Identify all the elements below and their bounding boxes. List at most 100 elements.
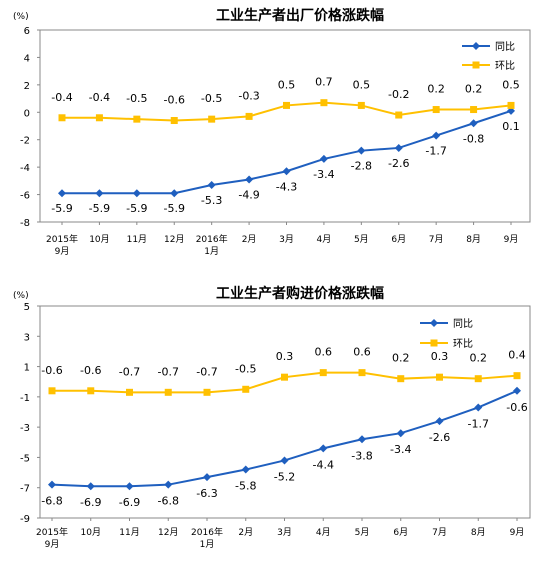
data-label: -0.3 <box>238 89 259 102</box>
y-tick-label: -8 <box>20 218 30 229</box>
data-point <box>319 154 328 163</box>
data-label: -0.7 <box>119 365 140 378</box>
data-label: -5.9 <box>126 202 147 215</box>
series-环比: -0.6 -0.6 -0.7 -0.7 -0.7 -0.5 0.3 0.6 0.6 0.2 0.3 0… <box>41 346 526 396</box>
y-tick-label: 0 <box>24 108 30 119</box>
x-tick-label: 2月 <box>238 527 253 538</box>
y-tick-label: -9 <box>20 514 30 525</box>
data-label: -0.7 <box>158 365 179 378</box>
x-tick-label: 1月 <box>204 246 219 257</box>
data-label: 0.5 <box>502 78 520 91</box>
data-point <box>470 106 478 114</box>
data-point <box>208 115 216 123</box>
y-tick-label: -1 <box>20 393 30 404</box>
data-point <box>358 369 366 377</box>
data-point <box>357 101 365 109</box>
data-point <box>507 101 515 109</box>
data-point <box>281 373 288 381</box>
data-point <box>474 375 482 383</box>
y-tick-label: 4 <box>24 53 30 64</box>
data-label: -4.3 <box>276 180 297 193</box>
legend-entry: 环比 <box>420 338 473 350</box>
data-label: -0.8 <box>463 132 484 145</box>
data-point <box>203 473 211 482</box>
x-tick-label: 2月 <box>242 234 257 245</box>
data-label: 0.3 <box>431 350 449 363</box>
y-tick-label: 3 <box>24 332 30 343</box>
data-point <box>513 386 521 395</box>
data-label: 0.4 <box>508 349 526 362</box>
data-label: 0.2 <box>392 352 410 365</box>
data-label: -3.4 <box>390 443 411 456</box>
x-tick-label: 10月 <box>89 234 109 245</box>
data-point <box>396 429 405 438</box>
legend-label: 环比 <box>453 338 473 350</box>
x-tick-label: 2015年 <box>36 526 68 538</box>
data-point <box>394 143 403 152</box>
x-tick-label: 6月 <box>391 234 406 245</box>
x-tick-label: 2016年 <box>196 233 228 245</box>
data-label: -3.4 <box>313 168 334 181</box>
data-point <box>432 106 440 114</box>
data-label: -5.3 <box>201 194 222 207</box>
data-label: 0.1 <box>502 120 520 133</box>
data-point <box>58 189 66 198</box>
data-point <box>245 175 254 184</box>
y-tick-label: -5 <box>20 453 30 464</box>
data-label: -6.8 <box>41 495 62 508</box>
legend-entry: 环比 <box>462 60 515 72</box>
x-tick-label: 9月 <box>45 539 60 550</box>
data-label: -6.8 <box>158 495 179 508</box>
data-point <box>245 112 253 120</box>
data-label: -0.6 <box>506 401 527 414</box>
x-tick-label: 4月 <box>317 234 332 245</box>
data-point <box>164 480 173 489</box>
y-tick-label: 1 <box>24 363 30 374</box>
chart-title: 工业生产者购进价格涨跌幅 <box>216 285 384 302</box>
data-label: -1.7 <box>425 145 446 158</box>
data-point <box>282 167 291 176</box>
data-label: -0.2 <box>388 88 409 101</box>
data-point <box>132 189 141 198</box>
x-tick-label: 9月 <box>510 527 525 538</box>
y-tick-label: -6 <box>20 191 30 202</box>
data-point <box>86 482 95 491</box>
y-tick-label: -2 <box>20 136 30 147</box>
data-label: -0.4 <box>89 91 110 104</box>
data-label: -0.5 <box>235 362 256 375</box>
legend-label: 同比 <box>453 318 473 330</box>
data-label: -5.9 <box>51 202 72 215</box>
data-label: -5.9 <box>164 202 185 215</box>
data-point <box>164 388 172 396</box>
x-tick-label: 7月 <box>432 527 447 538</box>
data-point <box>432 131 441 140</box>
plot-area-border <box>39 29 531 223</box>
data-label: 0.2 <box>470 352 488 365</box>
data-point <box>319 369 327 377</box>
x-tick-label: 10月 <box>81 527 101 538</box>
data-point <box>436 373 443 381</box>
data-label: 0.5 <box>353 78 371 91</box>
legend-entry: 同比 <box>462 41 515 53</box>
data-point <box>95 189 104 198</box>
data-point <box>133 115 141 123</box>
data-label: -0.6 <box>41 364 62 377</box>
data-label: -0.6 <box>164 94 185 107</box>
data-point <box>358 435 366 444</box>
y-tick-label: -3 <box>20 423 30 434</box>
data-label: -6.9 <box>80 496 101 509</box>
data-point <box>58 114 66 122</box>
data-label: -0.7 <box>196 365 217 378</box>
data-point <box>242 385 250 393</box>
data-point <box>207 180 216 189</box>
data-label: -3.8 <box>351 449 372 462</box>
series-同比: -5.9 -5.9 -5.9 -5.9 -5.3 -4.9 -4.3 -3.4 -2.8 -2.6… <box>51 106 520 215</box>
data-point <box>95 114 103 122</box>
data-point <box>319 444 328 453</box>
data-point <box>513 372 521 380</box>
legend-label: 环比 <box>495 60 515 72</box>
x-tick-label: 12月 <box>164 234 184 245</box>
data-point <box>395 111 403 119</box>
